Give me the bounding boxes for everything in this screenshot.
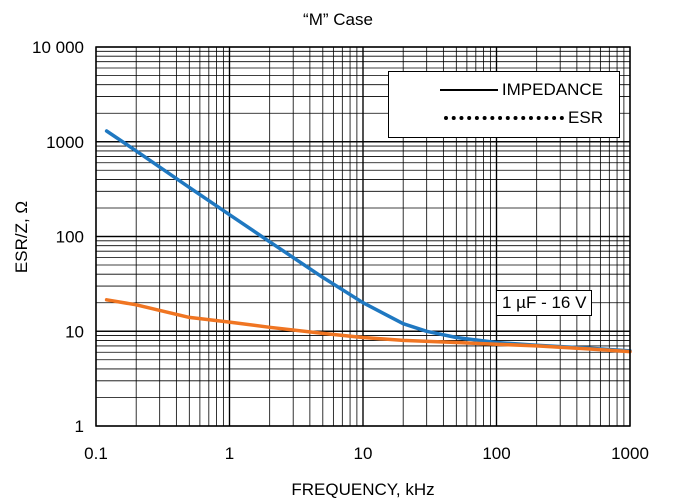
- esr-curve: [104, 298, 632, 354]
- y-tick-label: 1000: [46, 133, 84, 152]
- grid: [95, 46, 631, 427]
- plot-frame: [95, 46, 631, 427]
- y-tick-label: 10 000: [32, 38, 84, 57]
- legend-item-impedance: IMPEDANCE: [439, 80, 603, 100]
- legend: IMPEDANCE ESR: [388, 71, 620, 138]
- x-tick-label: 1000: [611, 444, 649, 463]
- legend-solid-line-swatch: [439, 89, 498, 91]
- legend-dotted-line-swatch: [444, 116, 565, 120]
- x-axis-label: FREQUENCY, kHz: [291, 480, 435, 499]
- legend-label-impedance: IMPEDANCE: [501, 80, 603, 99]
- legend-label-esr: ESR: [568, 108, 603, 127]
- y-tick-label: 1: [75, 417, 84, 436]
- chart-title: “M” Case: [303, 10, 373, 29]
- y-axis-label: ESR/Z, Ω: [12, 200, 31, 274]
- x-tick-label: 0.1: [84, 444, 108, 463]
- legend-item-esr: ESR: [444, 108, 603, 128]
- series-lines: [104, 129, 632, 354]
- y-tick-label: 100: [56, 228, 84, 247]
- x-tick-label: 1: [225, 444, 234, 463]
- y-tick-label: 10: [65, 322, 84, 341]
- x-tick-label: 10: [354, 444, 373, 463]
- capacitor-rating-annotation: 1 µF - 16 V: [496, 290, 593, 316]
- x-tick-label: 100: [482, 444, 510, 463]
